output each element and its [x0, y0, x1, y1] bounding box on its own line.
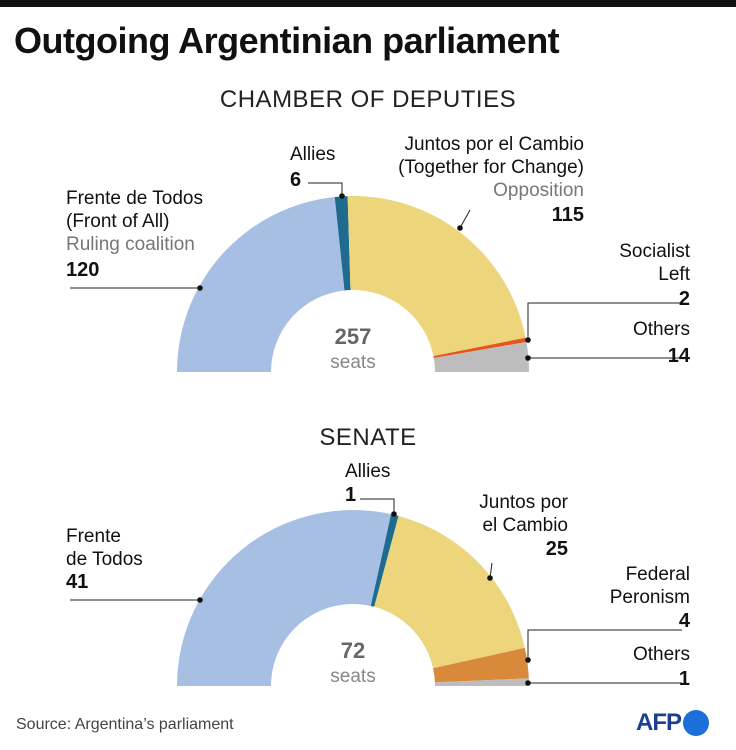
deputies-leader-dot-jxc	[457, 225, 463, 231]
deputies-label-others-line1: Others	[633, 319, 690, 340]
senate-value-jxc: 25	[546, 538, 568, 560]
deputies-title: CHAMBER OF DEPUTIES	[219, 86, 517, 113]
senate-label-fdt-line2: de Todos	[66, 549, 143, 570]
senate-leader-dot-fdt	[197, 597, 203, 603]
afp-logo-text: AFP	[636, 709, 682, 736]
senate-segment-fdt	[176, 510, 392, 686]
senate-leader-dot-others	[525, 680, 531, 686]
deputies-value-allies: 6	[290, 169, 301, 191]
senate-value-fdt: 41	[66, 571, 88, 593]
source-note: Source: Argentina’s parliament	[16, 716, 234, 733]
senate-total-unit: seats	[330, 666, 375, 687]
senate-label-others-line1: Others	[633, 644, 690, 665]
senate-label-federal-line1: Federal	[626, 564, 690, 585]
deputies-leader-socialist	[527, 302, 682, 340]
deputies-total-seats: 257	[335, 324, 372, 349]
senate-leader-federal	[527, 629, 682, 660]
deputies-value-others: 14	[668, 345, 691, 367]
deputies-value-socialist: 2	[679, 288, 690, 310]
deputies-leader-dot-fdt	[197, 285, 203, 291]
deputies-note-jxc: Opposition	[493, 180, 584, 201]
senate-leader-dot-jxc	[487, 575, 493, 581]
senate-title: SENATE	[319, 424, 417, 451]
deputies-note-fdt: Ruling coalition	[66, 234, 195, 255]
deputies-label-jxc-line1: Juntos por el Cambio	[404, 134, 584, 155]
afp-logo: AFP	[636, 708, 709, 738]
senate-value-federal: 4	[679, 610, 691, 632]
deputies-leader-dot-allies	[339, 193, 345, 199]
senate-segment-others	[434, 678, 529, 686]
deputies-label-socialist-line1: Socialist	[619, 241, 690, 262]
top-rule	[0, 0, 736, 7]
deputies-leader-jxc	[459, 209, 471, 229]
deputies-label-allies-line1: Allies	[290, 144, 335, 165]
deputies-segment-jxc	[347, 196, 526, 357]
deputies-segment-socialist	[433, 337, 527, 359]
senate-label-fdt-line1: Frente	[66, 526, 121, 547]
chart-title: Outgoing Argentinian parliament	[14, 20, 560, 61]
senate-value-others: 1	[679, 668, 690, 690]
senate-segment-allies	[370, 514, 399, 607]
deputies-label-jxc-line2: (Together for Change)	[398, 157, 584, 178]
deputies-value-fdt: 120	[66, 259, 99, 281]
deputies-value-jxc: 115	[552, 204, 584, 226]
deputies-label-socialist-line2: Left	[658, 264, 690, 285]
senate-label-jxc-line1: Juntos por	[479, 492, 568, 513]
senate-segment-federal	[433, 647, 529, 683]
deputies-label-fdt-line1: Frente de Todos	[66, 188, 203, 209]
senate-segment-jxc	[374, 515, 525, 669]
deputies-leader-allies	[308, 182, 343, 196]
deputies-leader-dot-socialist	[525, 337, 531, 343]
deputies-segment-others	[433, 342, 529, 372]
senate-total-seats: 72	[341, 638, 365, 663]
senate-value-allies: 1	[345, 484, 356, 506]
deputies-leader-dot-others	[525, 355, 531, 361]
deputies-segment-fdt	[177, 196, 345, 372]
senate-leader-allies	[360, 498, 395, 514]
deputies-segment-allies	[334, 196, 351, 291]
afp-logo-dot	[683, 710, 709, 736]
senate-label-jxc-line2: el Cambio	[482, 515, 568, 536]
senate-label-allies-line1: Allies	[345, 461, 390, 482]
senate-leader-dot-allies	[391, 511, 397, 517]
deputies-total-unit: seats	[330, 352, 375, 373]
deputies-label-fdt-line2: (Front of All)	[66, 211, 169, 232]
senate-leader-dot-federal	[525, 657, 531, 663]
senate-label-federal-line2: Peronism	[610, 587, 690, 608]
